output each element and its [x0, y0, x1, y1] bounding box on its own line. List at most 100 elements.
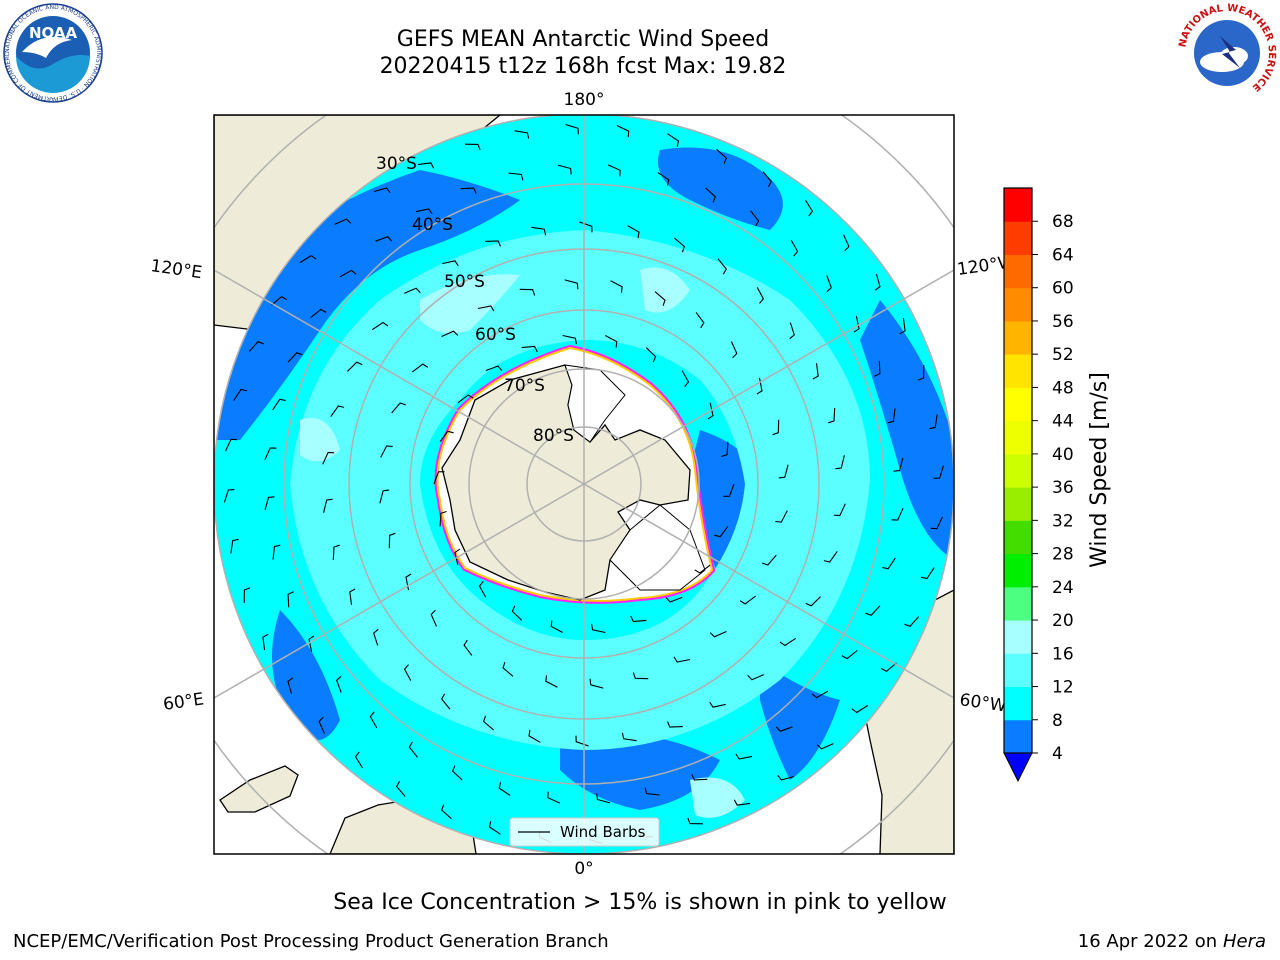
wind-barb — [762, 554, 777, 566]
wind-barb — [441, 693, 451, 710]
meridian-120e-60w — [214, 269, 954, 699]
wind-barb — [775, 726, 793, 732]
weddell-ice-shelf — [609, 504, 706, 591]
wind-barb — [707, 402, 714, 420]
latitude-label-70s: 70°S — [504, 376, 545, 396]
wind-barb — [933, 465, 945, 479]
wind-barb — [605, 335, 618, 348]
wind-barb — [874, 273, 881, 291]
colorbar-segment — [1004, 719, 1032, 754]
colorbar-tick-label: 64 — [1052, 245, 1074, 265]
colorbar-tick-label: 24 — [1052, 578, 1074, 598]
wind-barb — [464, 143, 481, 151]
wind-barb — [463, 639, 473, 656]
colorbar-tick-label: 8 — [1052, 711, 1063, 731]
colorbar-tick-label: 12 — [1052, 678, 1074, 698]
wind-barb — [460, 187, 477, 194]
footer-date: 16 Apr 2022 on Hera — [1078, 931, 1266, 952]
colorbar-segment — [1004, 686, 1032, 721]
latitude-label-40s: 40°S — [412, 215, 453, 235]
colorbar-tick-label: 16 — [1052, 644, 1074, 664]
weak-wind-region-south — [560, 733, 720, 810]
noaa-wordmark: NOAA — [29, 24, 78, 42]
colorbar-segments — [1004, 188, 1032, 754]
wind-barb — [833, 503, 846, 517]
colorbar-segment — [1004, 453, 1032, 488]
wind-barb — [439, 430, 454, 443]
wind-barb — [929, 414, 938, 430]
latitude-label-80s: 80°S — [533, 426, 574, 446]
longitude-label-0: 0° — [574, 859, 593, 879]
longitude-label-60e: 60°E — [162, 689, 205, 714]
colorbar-label: Wind Speed [m/s] — [1087, 372, 1112, 568]
wind-barb — [299, 254, 317, 263]
wind-barb — [287, 677, 294, 695]
wind-barb — [775, 510, 788, 523]
colorbar-segment — [1004, 221, 1032, 255]
wind-barb — [865, 605, 881, 616]
wind-barb — [271, 296, 288, 306]
wind-barb — [828, 407, 836, 424]
wind-barb — [334, 218, 352, 225]
latitude-label-60s: 60°S — [475, 325, 516, 345]
wind-barb — [287, 591, 294, 608]
wind-barb — [417, 162, 435, 169]
wind-barb — [717, 258, 727, 275]
wind-barb — [823, 551, 838, 563]
wind-barb — [488, 820, 501, 835]
wind-barb — [891, 507, 904, 521]
wind-barb — [667, 133, 680, 148]
wind-barb — [531, 226, 547, 236]
wind-barb — [874, 360, 881, 377]
wind-barb — [607, 164, 621, 177]
wind-barb — [805, 199, 814, 217]
wind-barb — [654, 291, 666, 306]
colorbar-segment — [1004, 620, 1032, 654]
weak-wind-region-right — [860, 300, 954, 560]
wind-barb — [843, 234, 850, 252]
weak-wind-region-east — [658, 147, 783, 230]
wind-barb — [248, 341, 264, 352]
colorbar-tick-label: 56 — [1052, 312, 1074, 332]
wind-barb — [735, 753, 753, 760]
colorbar-tick-label: 28 — [1052, 545, 1074, 565]
wind-barb — [694, 564, 711, 574]
wind-barb — [308, 635, 315, 653]
colorbar-tick-label: 40 — [1052, 445, 1074, 465]
wind-barb — [716, 148, 727, 164]
strong-wind-patch-1 — [420, 274, 520, 334]
wind-barb — [630, 615, 647, 623]
wind-barb — [882, 557, 896, 570]
wind-barb — [812, 363, 819, 380]
wind-barb — [223, 489, 235, 503]
wind-barb — [478, 581, 487, 598]
legend-label: Wind Barbs — [560, 823, 646, 841]
madagascar-land — [219, 765, 299, 813]
wind-barbs — [223, 123, 945, 845]
wind-barb — [379, 489, 390, 504]
wind-barb — [747, 674, 765, 681]
wind-barb — [508, 172, 524, 181]
wind-barb — [596, 793, 611, 804]
wind-barb — [591, 623, 606, 634]
strong-wind-patch-4 — [690, 777, 745, 818]
wind-barb — [225, 438, 238, 452]
colorbar-tick-label: 52 — [1052, 345, 1074, 365]
wind-barb — [369, 711, 378, 729]
antarctica-land — [441, 364, 691, 601]
wind-barb — [917, 364, 925, 381]
wind-barb — [498, 782, 511, 796]
colorbar-segment — [1004, 487, 1032, 521]
wind-barb — [632, 672, 649, 680]
wind-barb — [349, 588, 356, 605]
wind-barb — [841, 650, 858, 660]
wind-barb — [762, 171, 772, 188]
wind-barb — [454, 548, 461, 566]
wind-barb — [723, 483, 735, 497]
colorbar-tick-label: 48 — [1052, 378, 1074, 398]
colorbar-frame — [1003, 187, 1033, 754]
moderate-wind-band — [290, 230, 870, 750]
ross-ice-shelf — [564, 364, 626, 443]
